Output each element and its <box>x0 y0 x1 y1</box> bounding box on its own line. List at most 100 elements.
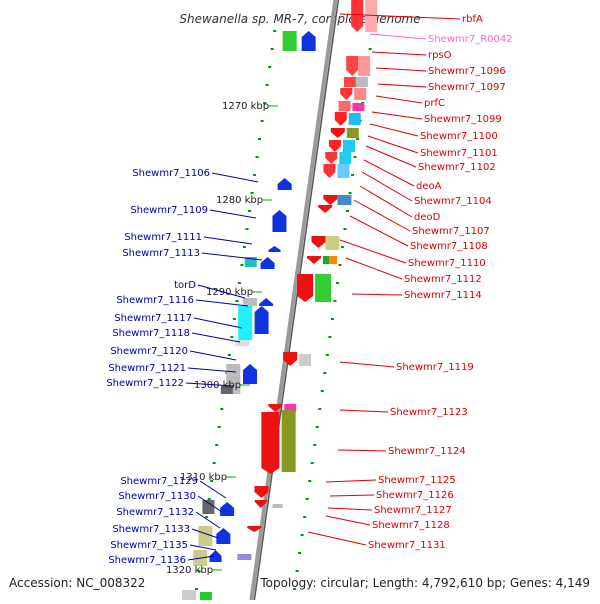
gene-feature-block[interactable] <box>220 386 233 394</box>
gene-feature-block[interactable] <box>365 0 378 32</box>
gene-feature-block[interactable] <box>198 526 213 546</box>
gene-feature-reverse[interactable] <box>260 257 275 269</box>
gene-label[interactable]: Shewmr7_1106 <box>132 168 210 179</box>
gene-feature-reverse[interactable] <box>272 210 287 232</box>
gene-feature-forward[interactable] <box>346 56 359 76</box>
gene-feature-block[interactable] <box>243 298 258 306</box>
gene-label[interactable]: Shewmr7_1128 <box>372 520 450 531</box>
gene-label[interactable]: Shewmr7_1123 <box>390 407 468 418</box>
gene-feature-forward[interactable] <box>323 164 336 178</box>
gene-feature-forward[interactable] <box>261 412 280 474</box>
gene-feature-forward[interactable] <box>247 526 262 532</box>
gene-feature-block[interactable] <box>244 257 257 267</box>
gene-label[interactable]: deoD <box>414 212 441 223</box>
gene-label[interactable]: Shewmr7_1102 <box>418 162 496 173</box>
gene-feature-forward[interactable] <box>328 140 341 152</box>
gene-feature-reverse[interactable] <box>216 528 231 544</box>
gene-label[interactable]: Shewmr7_1120 <box>110 346 188 357</box>
gene-feature-forward[interactable] <box>297 274 314 302</box>
gene-label[interactable]: Shewmr7_R0042 <box>428 34 513 45</box>
gene-label[interactable]: Shewmr7_1135 <box>110 540 188 551</box>
gene-label[interactable]: rpsO <box>428 50 452 61</box>
gene-label[interactable]: Shewmr7_1131 <box>368 540 446 551</box>
gene-feature-block[interactable] <box>358 56 371 76</box>
gene-feature-block[interactable] <box>325 236 340 250</box>
gene-feature-block[interactable] <box>339 152 352 164</box>
gene-feature-forward[interactable] <box>334 112 347 126</box>
gene-feature-block[interactable] <box>182 590 197 600</box>
gene-feature-forward[interactable] <box>323 195 338 205</box>
gene-feature-forward[interactable] <box>254 500 267 508</box>
gene-feature-block[interactable] <box>355 77 368 87</box>
gene-label[interactable]: Shewmr7_1126 <box>376 490 454 501</box>
gene-label[interactable]: torD <box>174 280 196 291</box>
gene-feature-forward[interactable] <box>330 128 345 138</box>
gene-feature-reverse[interactable] <box>301 31 316 51</box>
gene-feature-block[interactable] <box>354 88 367 100</box>
gene-label[interactable]: Shewmr7_1124 <box>388 446 466 457</box>
gene-feature-block[interactable] <box>272 504 283 508</box>
gene-feature-block[interactable] <box>338 101 351 111</box>
gene-feature-reverse[interactable] <box>254 306 269 334</box>
gene-label[interactable]: Shewmr7_1113 <box>122 248 200 259</box>
gene-feature-block[interactable] <box>337 164 350 178</box>
gene-feature-forward[interactable] <box>340 88 353 100</box>
gene-label[interactable]: Shewmr7_1097 <box>428 82 506 93</box>
gene-feature-block[interactable] <box>323 256 329 264</box>
gene-label[interactable]: Shewmr7_1125 <box>378 475 456 486</box>
gene-feature-forward[interactable] <box>318 205 333 213</box>
gene-label[interactable]: Shewmr7_1111 <box>124 232 202 243</box>
gene-feature-block[interactable] <box>238 306 253 340</box>
gene-feature-block[interactable] <box>346 128 359 138</box>
gene-label[interactable]: rbfA <box>462 14 483 25</box>
gene-label[interactable]: Shewmr7_1096 <box>428 66 506 77</box>
gene-feature-reverse[interactable] <box>243 364 258 384</box>
gene-feature-block[interactable] <box>299 354 311 366</box>
gene-feature-block[interactable] <box>329 256 337 264</box>
gene-label[interactable]: Shewmr7_1099 <box>424 114 502 125</box>
gene-label[interactable]: Shewmr7_1133 <box>112 524 190 535</box>
gene-label[interactable]: Shewmr7_1104 <box>414 196 492 207</box>
gene-feature-forward[interactable] <box>283 352 298 366</box>
gene-feature-block[interactable] <box>199 592 212 600</box>
gene-feature-forward[interactable] <box>254 486 269 498</box>
gene-feature-reverse[interactable] <box>220 502 235 516</box>
gene-feature-block[interactable] <box>352 103 365 111</box>
gene-feature-block[interactable] <box>281 410 296 472</box>
gene-label[interactable]: Shewmr7_1119 <box>396 362 474 373</box>
gene-label[interactable]: Shewmr7_1112 <box>404 274 482 285</box>
gene-label[interactable]: prfC <box>424 98 445 109</box>
gene-label[interactable]: Shewmr7_1118 <box>112 328 190 339</box>
gene-label[interactable]: Shewmr7_1107 <box>412 226 490 237</box>
gene-label[interactable]: Shewmr7_1109 <box>130 205 208 216</box>
gene-label[interactable]: Shewmr7_1127 <box>374 505 452 516</box>
gene-feature-forward[interactable] <box>268 404 283 412</box>
gene-label[interactable]: Shewmr7_1121 <box>108 363 186 374</box>
gene-feature-reverse[interactable] <box>259 298 274 306</box>
gene-label[interactable]: Shewmr7_1108 <box>410 241 488 252</box>
gene-label[interactable]: Shewmr7_1110 <box>408 258 486 269</box>
gene-label[interactable]: Shewmr7_1116 <box>116 295 194 306</box>
gene-label[interactable]: Shewmr7_1122 <box>106 378 184 389</box>
gene-label[interactable]: deoA <box>416 181 442 192</box>
gene-feature-reverse[interactable] <box>268 246 281 252</box>
gene-feature-block[interactable] <box>237 554 252 560</box>
gene-feature-reverse[interactable] <box>209 550 222 562</box>
gene-label[interactable]: Shewmr7_1114 <box>404 290 482 301</box>
gene-label[interactable]: Shewmr7_1130 <box>118 491 196 502</box>
gene-label[interactable]: Shewmr7_1136 <box>108 555 186 566</box>
gene-feature-block[interactable] <box>343 77 356 87</box>
gene-feature-block[interactable] <box>235 340 250 346</box>
gene-label[interactable]: Shewmr7_1100 <box>420 131 498 142</box>
gene-feature-block[interactable] <box>337 195 352 205</box>
gene-label[interactable]: Shewmr7_1117 <box>114 313 192 324</box>
gene-feature-forward[interactable] <box>311 236 326 248</box>
gene-feature-block[interactable] <box>315 274 332 302</box>
gene-feature-reverse[interactable] <box>277 178 292 190</box>
gene-feature-forward[interactable] <box>351 0 364 32</box>
gene-feature-forward[interactable] <box>307 256 321 264</box>
gene-feature-block[interactable] <box>342 140 355 152</box>
gene-feature-block[interactable] <box>282 31 297 51</box>
